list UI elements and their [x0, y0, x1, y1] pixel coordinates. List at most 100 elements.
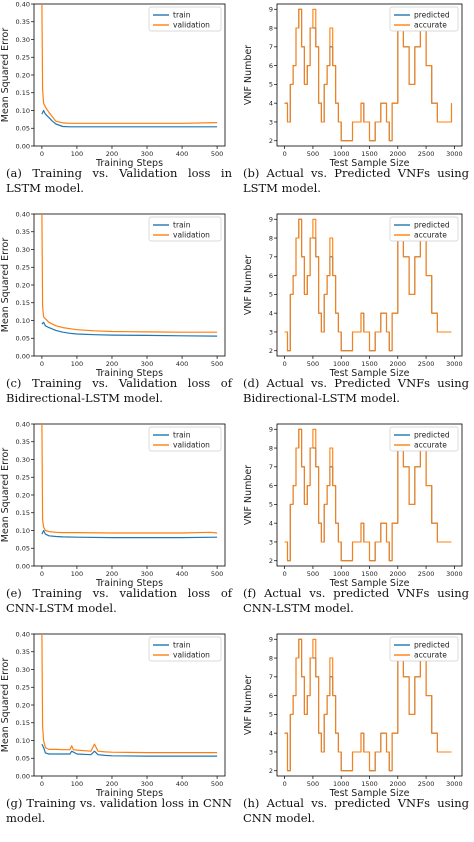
series-line-validation: [41, 213, 218, 333]
legend-label-predicted: predicted: [414, 221, 450, 230]
series-line-accurate: [284, 428, 452, 562]
x-tick-label: 0: [283, 360, 287, 368]
legend-label-predicted: predicted: [414, 641, 450, 650]
y-tick-label: 6: [269, 692, 273, 700]
x-tick-label: 2500: [418, 360, 435, 368]
y-axis-label: Mean Squared Error: [0, 658, 11, 753]
legend-label-predicted: predicted: [414, 431, 450, 440]
legend-label-validation: validation: [173, 21, 210, 30]
y-tick-label: 2: [269, 557, 273, 565]
y-tick-label: 4: [269, 519, 273, 527]
y-tick-label: 0.30: [16, 456, 30, 464]
x-tick-label: 2000: [390, 570, 407, 578]
x-tick-label: 3000: [446, 780, 463, 788]
x-tick-label: 100: [71, 360, 83, 368]
y-tick-label: 9: [269, 426, 273, 434]
x-tick-label: 0: [40, 570, 44, 578]
chart-e: 0 100 200 300 400 500 0.00 0.05 0.10 0.15 0.20 0.25…: [0, 420, 226, 589]
y-tick-label: 3: [269, 748, 273, 756]
x-tick-label: 500: [211, 570, 223, 578]
y-tick-label: 8: [269, 444, 273, 452]
caption-b: (b) Actual vs. Predicted VNFs using LSTM…: [243, 166, 469, 195]
x-tick-label: 500: [211, 360, 223, 368]
y-axis-label: Mean Squared Error: [0, 28, 11, 123]
x-axis-label: Test Sample Size: [329, 158, 410, 169]
y-tick-label: 0.10: [16, 527, 30, 535]
y-tick-label: 0.35: [16, 648, 30, 656]
y-tick-label: 0.05: [16, 755, 30, 763]
x-tick-label: 1500: [361, 780, 378, 788]
y-tick-label: 0.00: [16, 562, 30, 570]
y-tick-label: 0.35: [16, 438, 30, 446]
figure-panel-c: 0 100 200 300 400 500 0.00 0.05 0.10 0.15 0.20 0.25…: [0, 210, 237, 420]
x-tick-label: 0: [40, 360, 44, 368]
y-tick-label: 0.05: [16, 545, 30, 553]
y-axis-label: VNF Number: [243, 675, 254, 735]
y-tick-label: 6: [269, 482, 273, 490]
caption-c: (c) Training vs. Validation loss of Bidi…: [6, 376, 232, 405]
y-tick-label: 5: [269, 501, 273, 509]
x-tick-label: 1500: [361, 570, 378, 578]
y-tick-label: 0.15: [16, 299, 30, 307]
y-axis-label: VNF Number: [243, 255, 254, 315]
y-tick-label: 0.15: [16, 719, 30, 727]
figure-panel-e: 0 100 200 300 400 500 0.00 0.05 0.10 0.15 0.20 0.25…: [0, 420, 237, 630]
caption-a: (a) Training vs. Validation loss in LSTM…: [6, 166, 232, 195]
y-tick-label: 5: [269, 81, 273, 89]
y-tick-label: 8: [269, 24, 273, 32]
y-tick-label: 0.35: [16, 228, 30, 236]
x-tick-label: 1000: [333, 150, 350, 158]
y-tick-label: 5: [269, 711, 273, 719]
series-line-train: [41, 743, 218, 757]
y-tick-label: 0.40: [16, 630, 30, 638]
chart-f: 0 500 1000 1500 2000 2500 3000 2 3 4 5 6 7 8 9 Test Sam…: [243, 423, 463, 589]
figure-panel-f: 0 500 1000 1500 2000 2500 3000 2 3 4 5 6 7 8 9 Test Sam…: [237, 420, 474, 630]
y-tick-label: 0.20: [16, 701, 30, 709]
x-tick-label: 1000: [333, 780, 350, 788]
y-tick-label: 0.05: [16, 125, 30, 133]
x-tick-label: 300: [141, 780, 153, 788]
y-tick-label: 0.20: [16, 491, 30, 499]
x-tick-label: 200: [106, 570, 118, 578]
legend-label-train: train: [173, 221, 191, 230]
x-axis-label: Training Steps: [95, 158, 163, 169]
y-tick-label: 0.40: [16, 420, 30, 428]
y-tick-label: 0.40: [16, 210, 30, 218]
x-tick-label: 2000: [390, 780, 407, 788]
chart-b: 0 500 1000 1500 2000 2500 3000 2 3 4 5 6 7 8 9 Test Sam…: [243, 3, 463, 169]
y-tick-label: 0.00: [16, 772, 30, 780]
y-tick-label: 0.25: [16, 264, 30, 272]
x-tick-label: 400: [176, 570, 188, 578]
legend-label-predicted: predicted: [414, 11, 450, 20]
x-tick-label: 400: [176, 780, 188, 788]
series-line-validation: [41, 633, 218, 754]
x-tick-label: 3000: [446, 360, 463, 368]
y-tick-label: 6: [269, 62, 273, 70]
y-tick-label: 9: [269, 6, 273, 14]
series-line-train: [41, 529, 218, 539]
x-tick-label: 2500: [418, 150, 435, 158]
y-tick-label: 0.10: [16, 107, 30, 115]
x-tick-label: 500: [307, 570, 319, 578]
y-tick-label: 0.10: [16, 737, 30, 745]
x-tick-label: 0: [40, 150, 44, 158]
y-tick-label: 0.30: [16, 246, 30, 254]
x-tick-label: 2000: [390, 150, 407, 158]
x-tick-label: 200: [106, 360, 118, 368]
x-tick-label: 500: [307, 360, 319, 368]
y-axis-label: Mean Squared Error: [0, 238, 11, 333]
x-axis-label: Test Sample Size: [329, 368, 410, 379]
x-tick-label: 2500: [418, 780, 435, 788]
x-tick-label: 200: [106, 780, 118, 788]
y-tick-label: 0.30: [16, 666, 30, 674]
y-tick-label: 0.00: [16, 142, 30, 150]
figure-panel-h: 0 500 1000 1500 2000 2500 3000 2 3 4 5 6 7 8 9 Test Sam…: [237, 630, 474, 840]
legend-label-accurate: accurate: [414, 21, 447, 30]
y-tick-label: 3: [269, 538, 273, 546]
y-tick-label: 0.35: [16, 18, 30, 26]
series-line-accurate: [284, 218, 452, 352]
y-tick-label: 3: [269, 118, 273, 126]
legend-label-train: train: [173, 11, 191, 20]
x-tick-label: 0: [283, 570, 287, 578]
legend-label-validation: validation: [173, 441, 210, 450]
